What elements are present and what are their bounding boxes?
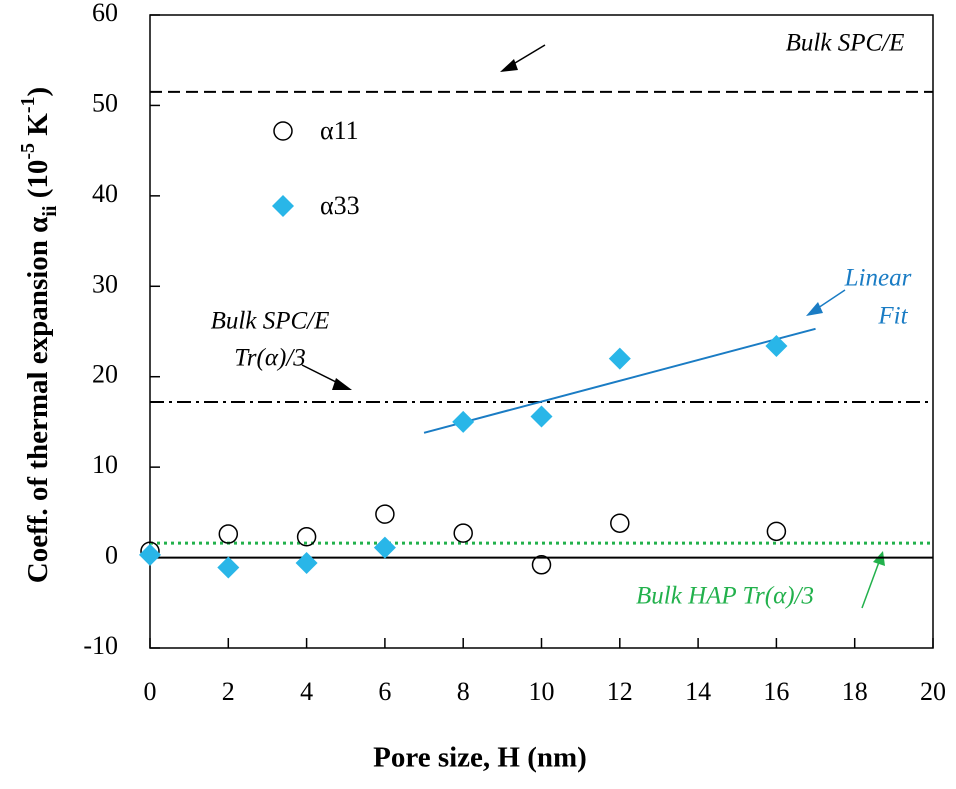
x-tick-label: 2 <box>222 677 235 706</box>
annotation: Bulk SPC/E <box>786 30 905 57</box>
annotation: Tr(α)/3 <box>234 345 305 372</box>
x-tick-label: 10 <box>529 677 555 706</box>
point <box>375 504 395 524</box>
arrows <box>301 44 885 609</box>
point <box>452 410 475 433</box>
point <box>373 536 396 559</box>
x-tick-label: 8 <box>457 677 470 706</box>
legend-marker <box>273 121 293 141</box>
point <box>295 551 318 574</box>
legend-label: α33 <box>320 191 360 220</box>
point <box>531 555 552 575</box>
y-tick-label: -10 <box>83 631 118 660</box>
point <box>218 524 239 544</box>
y-axis-title-part: ) <box>22 87 54 97</box>
y-tick-label: 30 <box>92 269 118 298</box>
annotation: Bulk SPC/E <box>211 308 330 335</box>
y-tick-label: 10 <box>92 450 118 479</box>
y-tick-label: 50 <box>92 88 118 117</box>
arrow-head <box>806 302 823 316</box>
y-axis-title: Coeff. of thermal expansion αii (10-5 K-… <box>17 87 61 583</box>
y-axis-title-part: (10 <box>22 160 54 206</box>
arrow-head <box>500 59 518 72</box>
point <box>765 334 788 357</box>
point <box>608 347 631 370</box>
annotation: Bulk HAP Tr(α)/3 <box>636 583 814 610</box>
y-axis-title-part: K <box>22 113 54 143</box>
annotation: Linear <box>844 265 912 292</box>
x-tick-label: 12 <box>607 677 633 706</box>
y-tick-label: 20 <box>92 360 118 389</box>
x-tick-label: 6 <box>378 677 391 706</box>
x-tick-label: 20 <box>920 677 946 706</box>
point <box>453 523 473 543</box>
point <box>530 405 553 428</box>
point <box>610 513 630 533</box>
y-tick-label: 60 <box>92 0 118 27</box>
y-axis-title-part: -1 <box>17 96 39 113</box>
x-tick-label: 16 <box>763 677 789 706</box>
point <box>766 521 787 542</box>
legend-label: α11 <box>320 116 359 145</box>
x-tick-label: 0 <box>144 677 157 706</box>
y-tick-label: 40 <box>92 179 118 208</box>
legend-marker <box>272 195 294 217</box>
y-axis-title-part: ii <box>39 205 61 217</box>
y-tick-label: 0 <box>105 541 118 570</box>
point <box>217 556 240 579</box>
arrow <box>301 364 341 385</box>
fit-line <box>423 327 816 434</box>
arrow-head <box>332 378 352 390</box>
point <box>139 543 161 566</box>
arrow <box>861 561 880 609</box>
x-axis-title: Pore size, H (nm) <box>373 742 587 774</box>
y-axis-title-part: Coeff. of thermal expansion α <box>22 217 54 584</box>
x-tick-label: 14 <box>685 677 711 706</box>
point <box>296 527 317 547</box>
annotation: Fit <box>877 303 908 330</box>
y-axis-title-part: -5 <box>17 143 39 160</box>
x-tick-label: 4 <box>300 677 313 706</box>
x-tick-label: 18 <box>842 677 868 706</box>
arrow <box>509 44 546 67</box>
